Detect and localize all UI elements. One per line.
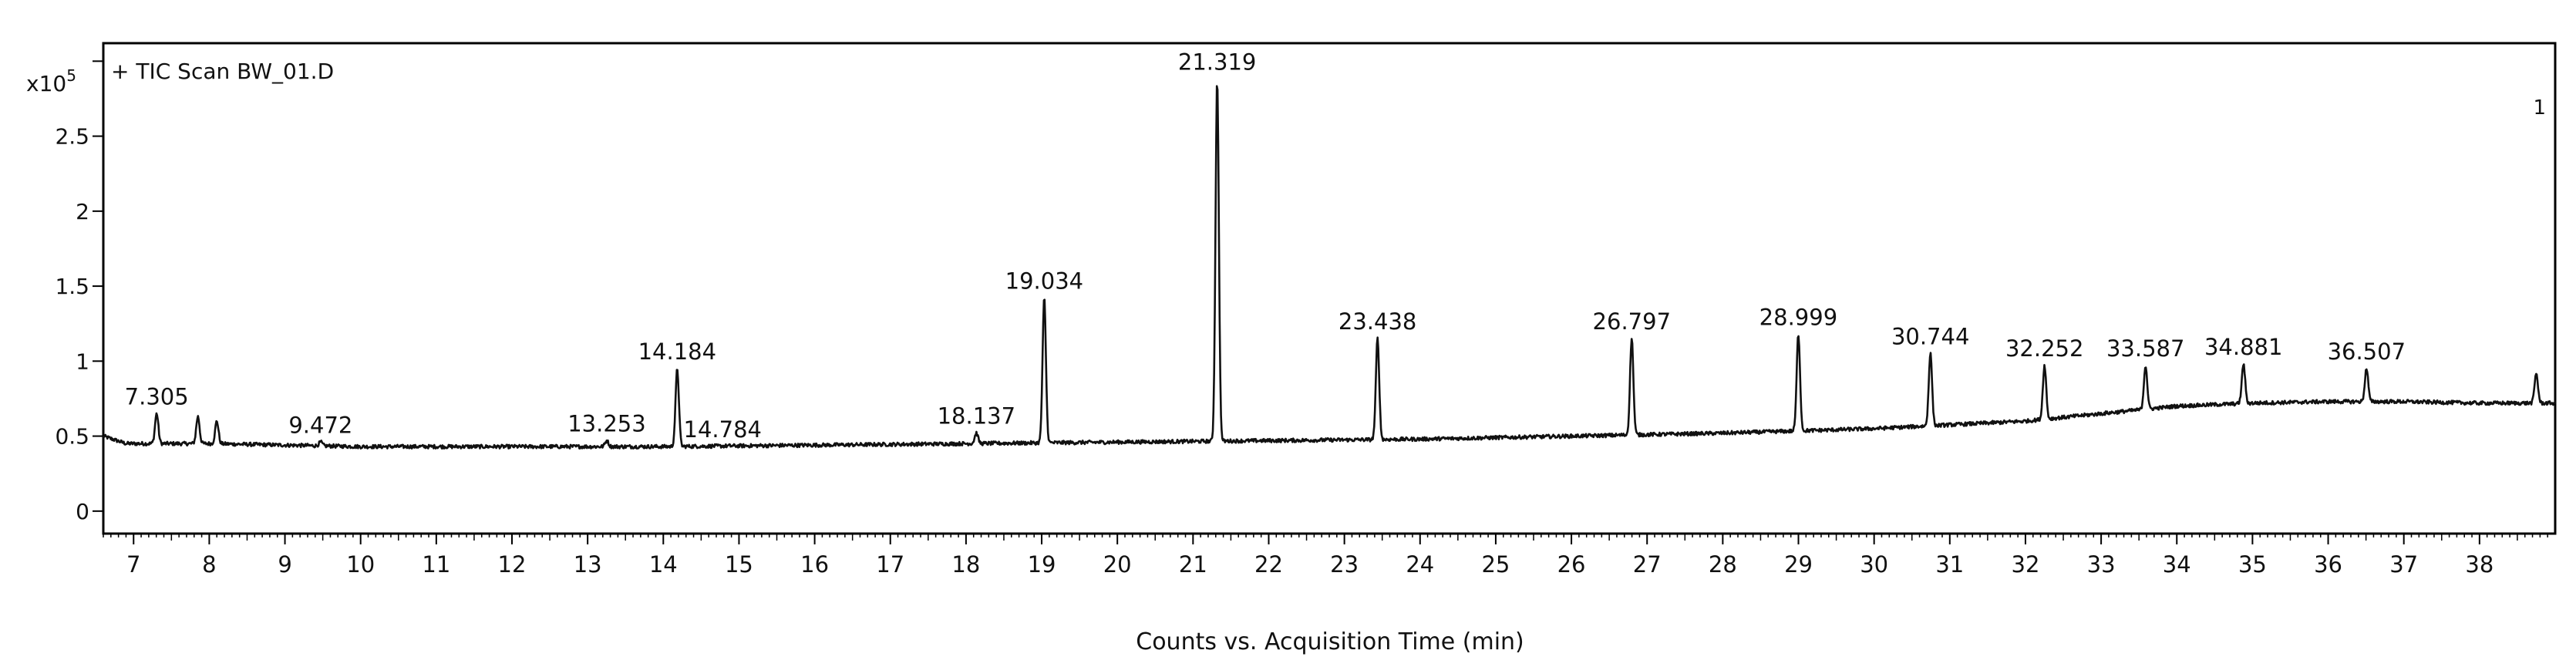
peak-label: 28.999: [1759, 304, 1837, 330]
peak-label: 33.587: [2106, 335, 2184, 362]
y-multiplier-base: x10: [26, 71, 66, 96]
x-tick-label: 21: [1179, 551, 1207, 578]
y-tick-label: 1.5: [55, 274, 89, 299]
x-tick-label: 7: [126, 551, 140, 578]
x-tick-label: 25: [1481, 551, 1510, 578]
peak-label: 32.252: [2005, 335, 2083, 362]
x-axis: 7 8 9 10 11 12 13 14 15 16 17 18 19 20 21 22 23 24 25 26 27 2…: [103, 534, 2548, 578]
x-tick-label: 33: [2087, 551, 2116, 578]
x-tick-label: 31: [1935, 551, 1964, 578]
x-tick-label: 18: [951, 551, 980, 578]
y-axis: 0 0.5 1 1.5 2 2.5: [55, 60, 103, 524]
peak-label: 14.184: [638, 339, 716, 365]
x-tick-label: 13: [574, 551, 602, 578]
x-tick-label: 29: [1784, 551, 1813, 578]
x-tick-label: 27: [1633, 551, 1662, 578]
x-tick-label: 17: [876, 551, 904, 578]
peak-label: 14.784: [684, 416, 762, 443]
x-tick-label: 32: [2012, 551, 2040, 578]
x-tick-label: 37: [2389, 551, 2418, 578]
x-tick-label: 15: [725, 551, 753, 578]
y-tick-label: 0.5: [55, 424, 89, 450]
peak-label: 19.034: [1005, 268, 1083, 295]
x-tick-label: 19: [1028, 551, 1056, 578]
x-tick-label: 38: [2465, 551, 2494, 578]
y-multiplier-exponent: 5: [66, 66, 76, 85]
peak-label: 36.507: [2328, 339, 2406, 365]
x-tick-label: 30: [1860, 551, 1888, 578]
peak-label: 26.797: [1593, 308, 1671, 335]
peak-label: 18.137: [938, 403, 1015, 430]
x-tick-label: 26: [1557, 551, 1586, 578]
peak-label: 13.253: [567, 410, 645, 436]
y-tick-label: 1: [76, 349, 89, 374]
x-tick-label: 24: [1406, 551, 1434, 578]
x-tick-label: 34: [2163, 551, 2191, 578]
x-tick-label: 28: [1709, 551, 1737, 578]
peak-label: 30.744: [1891, 324, 1969, 350]
x-tick-label: 22: [1254, 551, 1283, 578]
x-tick-label: 14: [649, 551, 678, 578]
x-tick-label: 12: [498, 551, 527, 578]
x-tick-label: 16: [800, 551, 829, 578]
x-tick-label: 8: [202, 551, 216, 578]
y-tick-label: 2.5: [55, 124, 89, 150]
peak-label: 21.319: [1178, 49, 1256, 76]
tic-trace: [102, 85, 2557, 450]
x-axis-label: Counts vs. Acquisition Time (min): [1136, 628, 1524, 655]
y-tick-label: 0: [76, 499, 89, 524]
peak-label: 9.472: [288, 412, 352, 438]
x-tick-label: 11: [422, 551, 450, 578]
edge-marker: 1: [2533, 96, 2546, 120]
x-tick-label: 10: [346, 551, 375, 578]
peak-label: 23.438: [1339, 308, 1416, 335]
y-multiplier: x105: [26, 66, 76, 96]
x-tick-label: 35: [2238, 551, 2267, 578]
chart-title: + TIC Scan BW_01.D: [111, 59, 334, 84]
peak-label: 34.881: [2204, 334, 2282, 360]
peak-labels: 7.305 9.472 13.253 14.184 14.784 18.137 19.034…: [125, 49, 2406, 443]
x-tick-label: 9: [278, 551, 291, 578]
y-tick-label: 2: [76, 199, 89, 224]
peak-label: 7.305: [125, 383, 189, 409]
x-tick-label: 36: [2314, 551, 2342, 578]
x-tick-label: 20: [1103, 551, 1132, 578]
x-tick-label: 23: [1330, 551, 1359, 578]
